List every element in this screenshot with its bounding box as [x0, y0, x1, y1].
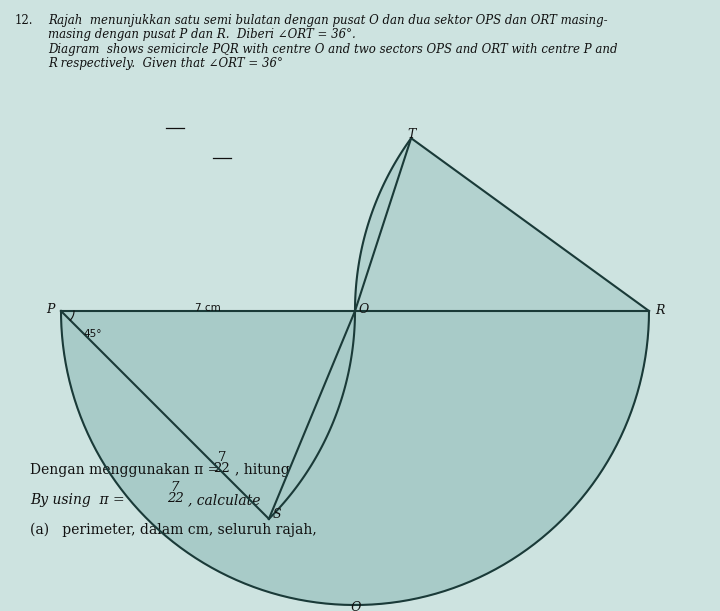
Text: R respectively.  Given that ∠ORT = 36°: R respectively. Given that ∠ORT = 36° — [48, 57, 283, 70]
Polygon shape — [355, 138, 649, 311]
Text: , hitung: , hitung — [235, 463, 289, 477]
Text: 22: 22 — [214, 462, 230, 475]
Text: T: T — [407, 128, 415, 141]
Text: By using  π =: By using π = — [30, 493, 129, 507]
Text: R: R — [655, 304, 665, 316]
Text: (a)   perimeter, dalam cm, seluruh rajah,: (a) perimeter, dalam cm, seluruh rajah, — [30, 523, 317, 538]
Text: Diagram  shows semicircle PQR with centre O and two sectors OPS and ORT with cen: Diagram shows semicircle PQR with centre… — [48, 43, 618, 56]
Text: O: O — [359, 303, 369, 316]
Text: masing dengan pusat P dan R.  Diberi ∠ORT = 36°.: masing dengan pusat P dan R. Diberi ∠ORT… — [48, 28, 356, 41]
Text: 45°: 45° — [83, 329, 102, 339]
Text: 22: 22 — [166, 492, 184, 505]
Text: S: S — [273, 508, 282, 521]
Text: Dengan menggunakan π =: Dengan menggunakan π = — [30, 463, 224, 477]
Text: 12.: 12. — [15, 14, 34, 27]
Text: Rajah  menunjukkan satu semi bulatan dengan pusat O dan dua sektor OPS dan ORT m: Rajah menunjukkan satu semi bulatan deng… — [48, 14, 608, 27]
Text: Q: Q — [350, 600, 360, 611]
Text: 7: 7 — [217, 451, 226, 464]
Polygon shape — [61, 311, 649, 605]
Polygon shape — [61, 311, 355, 519]
Text: P: P — [47, 303, 55, 316]
Text: 7: 7 — [171, 481, 179, 494]
Text: 7 cm: 7 cm — [195, 303, 221, 313]
Text: , calculate: , calculate — [188, 493, 261, 507]
